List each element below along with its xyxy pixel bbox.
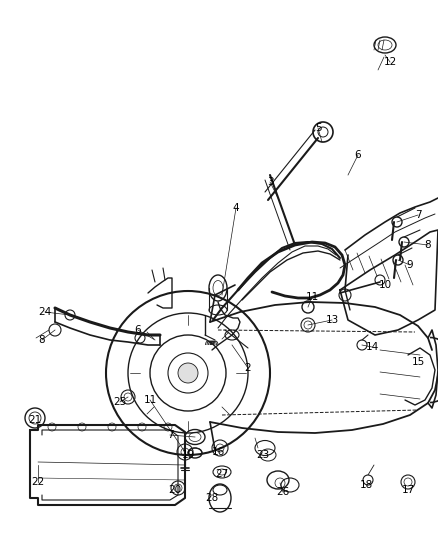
Text: 16: 16 [212, 447, 225, 457]
Text: 6: 6 [355, 150, 361, 160]
Text: 24: 24 [39, 307, 52, 317]
Text: 4: 4 [233, 203, 239, 213]
Text: 5: 5 [314, 123, 321, 133]
Text: 8: 8 [39, 335, 45, 345]
Text: 13: 13 [325, 315, 339, 325]
Text: 2: 2 [245, 363, 251, 373]
Text: 19: 19 [181, 450, 194, 460]
Text: 17: 17 [401, 485, 415, 495]
Text: 18: 18 [359, 480, 373, 490]
Text: 3: 3 [267, 177, 273, 187]
Text: 14: 14 [365, 342, 378, 352]
Circle shape [178, 363, 198, 383]
Text: 22: 22 [32, 477, 45, 487]
Text: 11: 11 [143, 395, 157, 405]
Text: 9: 9 [407, 260, 413, 270]
Text: 10: 10 [378, 280, 392, 290]
Text: 20: 20 [169, 485, 182, 495]
Text: 8: 8 [425, 240, 431, 250]
Text: 27: 27 [215, 469, 229, 479]
Text: 21: 21 [28, 415, 42, 425]
Text: 7: 7 [415, 210, 421, 220]
Text: 25: 25 [113, 397, 127, 407]
Text: 6: 6 [135, 325, 141, 335]
Text: 15: 15 [411, 357, 424, 367]
Text: 23: 23 [256, 450, 270, 460]
Text: 11: 11 [305, 292, 318, 302]
Text: 7: 7 [167, 430, 173, 440]
Text: 26: 26 [276, 487, 290, 497]
Text: 12: 12 [383, 57, 397, 67]
Text: 28: 28 [205, 493, 219, 503]
